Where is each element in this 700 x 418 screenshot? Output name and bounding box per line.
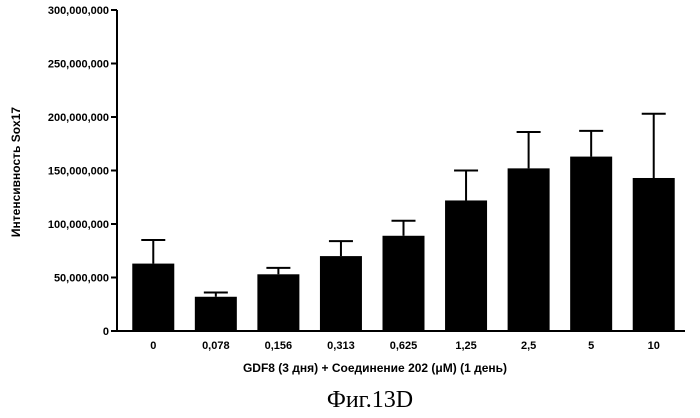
bar <box>257 274 299 331</box>
plot-area <box>132 114 674 331</box>
bar <box>570 157 612 331</box>
x-tick-label: 5 <box>588 340 594 352</box>
x-tick-label: 1,25 <box>455 340 476 352</box>
y-tick-label: 150,000,000 <box>48 166 109 178</box>
y-tick-label: 100,000,000 <box>48 219 109 231</box>
y-axis-ticks: 0 50,000,000 100,000,000 150,000,000 200,000… <box>48 5 117 338</box>
bar <box>132 264 174 331</box>
bar <box>320 256 362 331</box>
bar <box>508 168 550 331</box>
y-tick-label: 250,000,000 <box>48 59 109 71</box>
bar <box>195 297 237 331</box>
x-tick-label: 0,156 <box>265 340 293 352</box>
bar <box>633 178 675 331</box>
y-tick-label: 200,000,000 <box>48 112 109 124</box>
bar <box>383 236 425 331</box>
x-tick-label: 10 <box>648 340 660 352</box>
figure-caption: Фиг.13D <box>327 387 413 413</box>
x-tick-label: 0,313 <box>327 340 355 352</box>
y-tick-label: 300,000,000 <box>48 5 109 17</box>
x-tick-label: 2,5 <box>521 340 536 352</box>
y-tick-label: 0 <box>103 326 109 338</box>
x-axis-ticks: 0 0,078 0,156 0,313 0,625 1,25 2,5 5 10 <box>150 340 660 352</box>
x-tick-label: 0,078 <box>202 340 230 352</box>
bar <box>445 200 487 331</box>
y-tick-label: 50,000,000 <box>54 273 109 285</box>
y-axis-label: Интенсивность Sox17 <box>9 107 23 237</box>
x-tick-label: 0,625 <box>390 340 418 352</box>
x-tick-label: 0 <box>150 340 156 352</box>
x-axis-label: GDF8 (3 дня) + Соединение 202 (μМ) (1 де… <box>243 361 507 375</box>
